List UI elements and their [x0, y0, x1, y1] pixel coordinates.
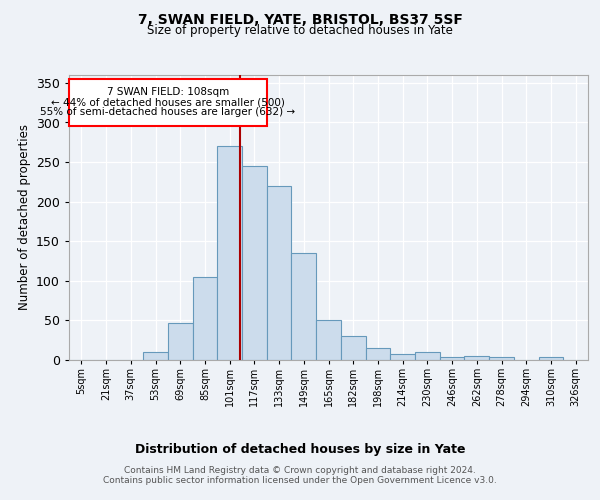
- Text: Contains HM Land Registry data © Crown copyright and database right 2024.: Contains HM Land Registry data © Crown c…: [124, 466, 476, 475]
- Text: Size of property relative to detached houses in Yate: Size of property relative to detached ho…: [147, 24, 453, 37]
- Bar: [341, 336, 365, 360]
- Bar: [489, 357, 514, 360]
- Bar: [390, 354, 415, 360]
- Bar: [539, 357, 563, 360]
- Bar: [365, 348, 390, 360]
- Bar: [415, 352, 440, 360]
- Bar: [143, 352, 168, 360]
- Bar: [217, 146, 242, 360]
- Text: Contains public sector information licensed under the Open Government Licence v3: Contains public sector information licen…: [103, 476, 497, 485]
- Y-axis label: Number of detached properties: Number of detached properties: [17, 124, 31, 310]
- Bar: [193, 277, 217, 360]
- Bar: [292, 253, 316, 360]
- Text: Distribution of detached houses by size in Yate: Distribution of detached houses by size …: [135, 442, 465, 456]
- Text: 7, SWAN FIELD, YATE, BRISTOL, BS37 5SF: 7, SWAN FIELD, YATE, BRISTOL, BS37 5SF: [137, 12, 463, 26]
- FancyBboxPatch shape: [69, 79, 267, 126]
- Bar: [440, 357, 464, 360]
- Text: 7 SWAN FIELD: 108sqm: 7 SWAN FIELD: 108sqm: [107, 87, 229, 97]
- Bar: [242, 166, 267, 360]
- Bar: [464, 356, 489, 360]
- Text: 55% of semi-detached houses are larger (632) →: 55% of semi-detached houses are larger (…: [40, 108, 295, 118]
- Bar: [168, 323, 193, 360]
- Bar: [267, 186, 292, 360]
- Text: ← 44% of detached houses are smaller (500): ← 44% of detached houses are smaller (50…: [51, 97, 285, 107]
- Bar: [316, 320, 341, 360]
